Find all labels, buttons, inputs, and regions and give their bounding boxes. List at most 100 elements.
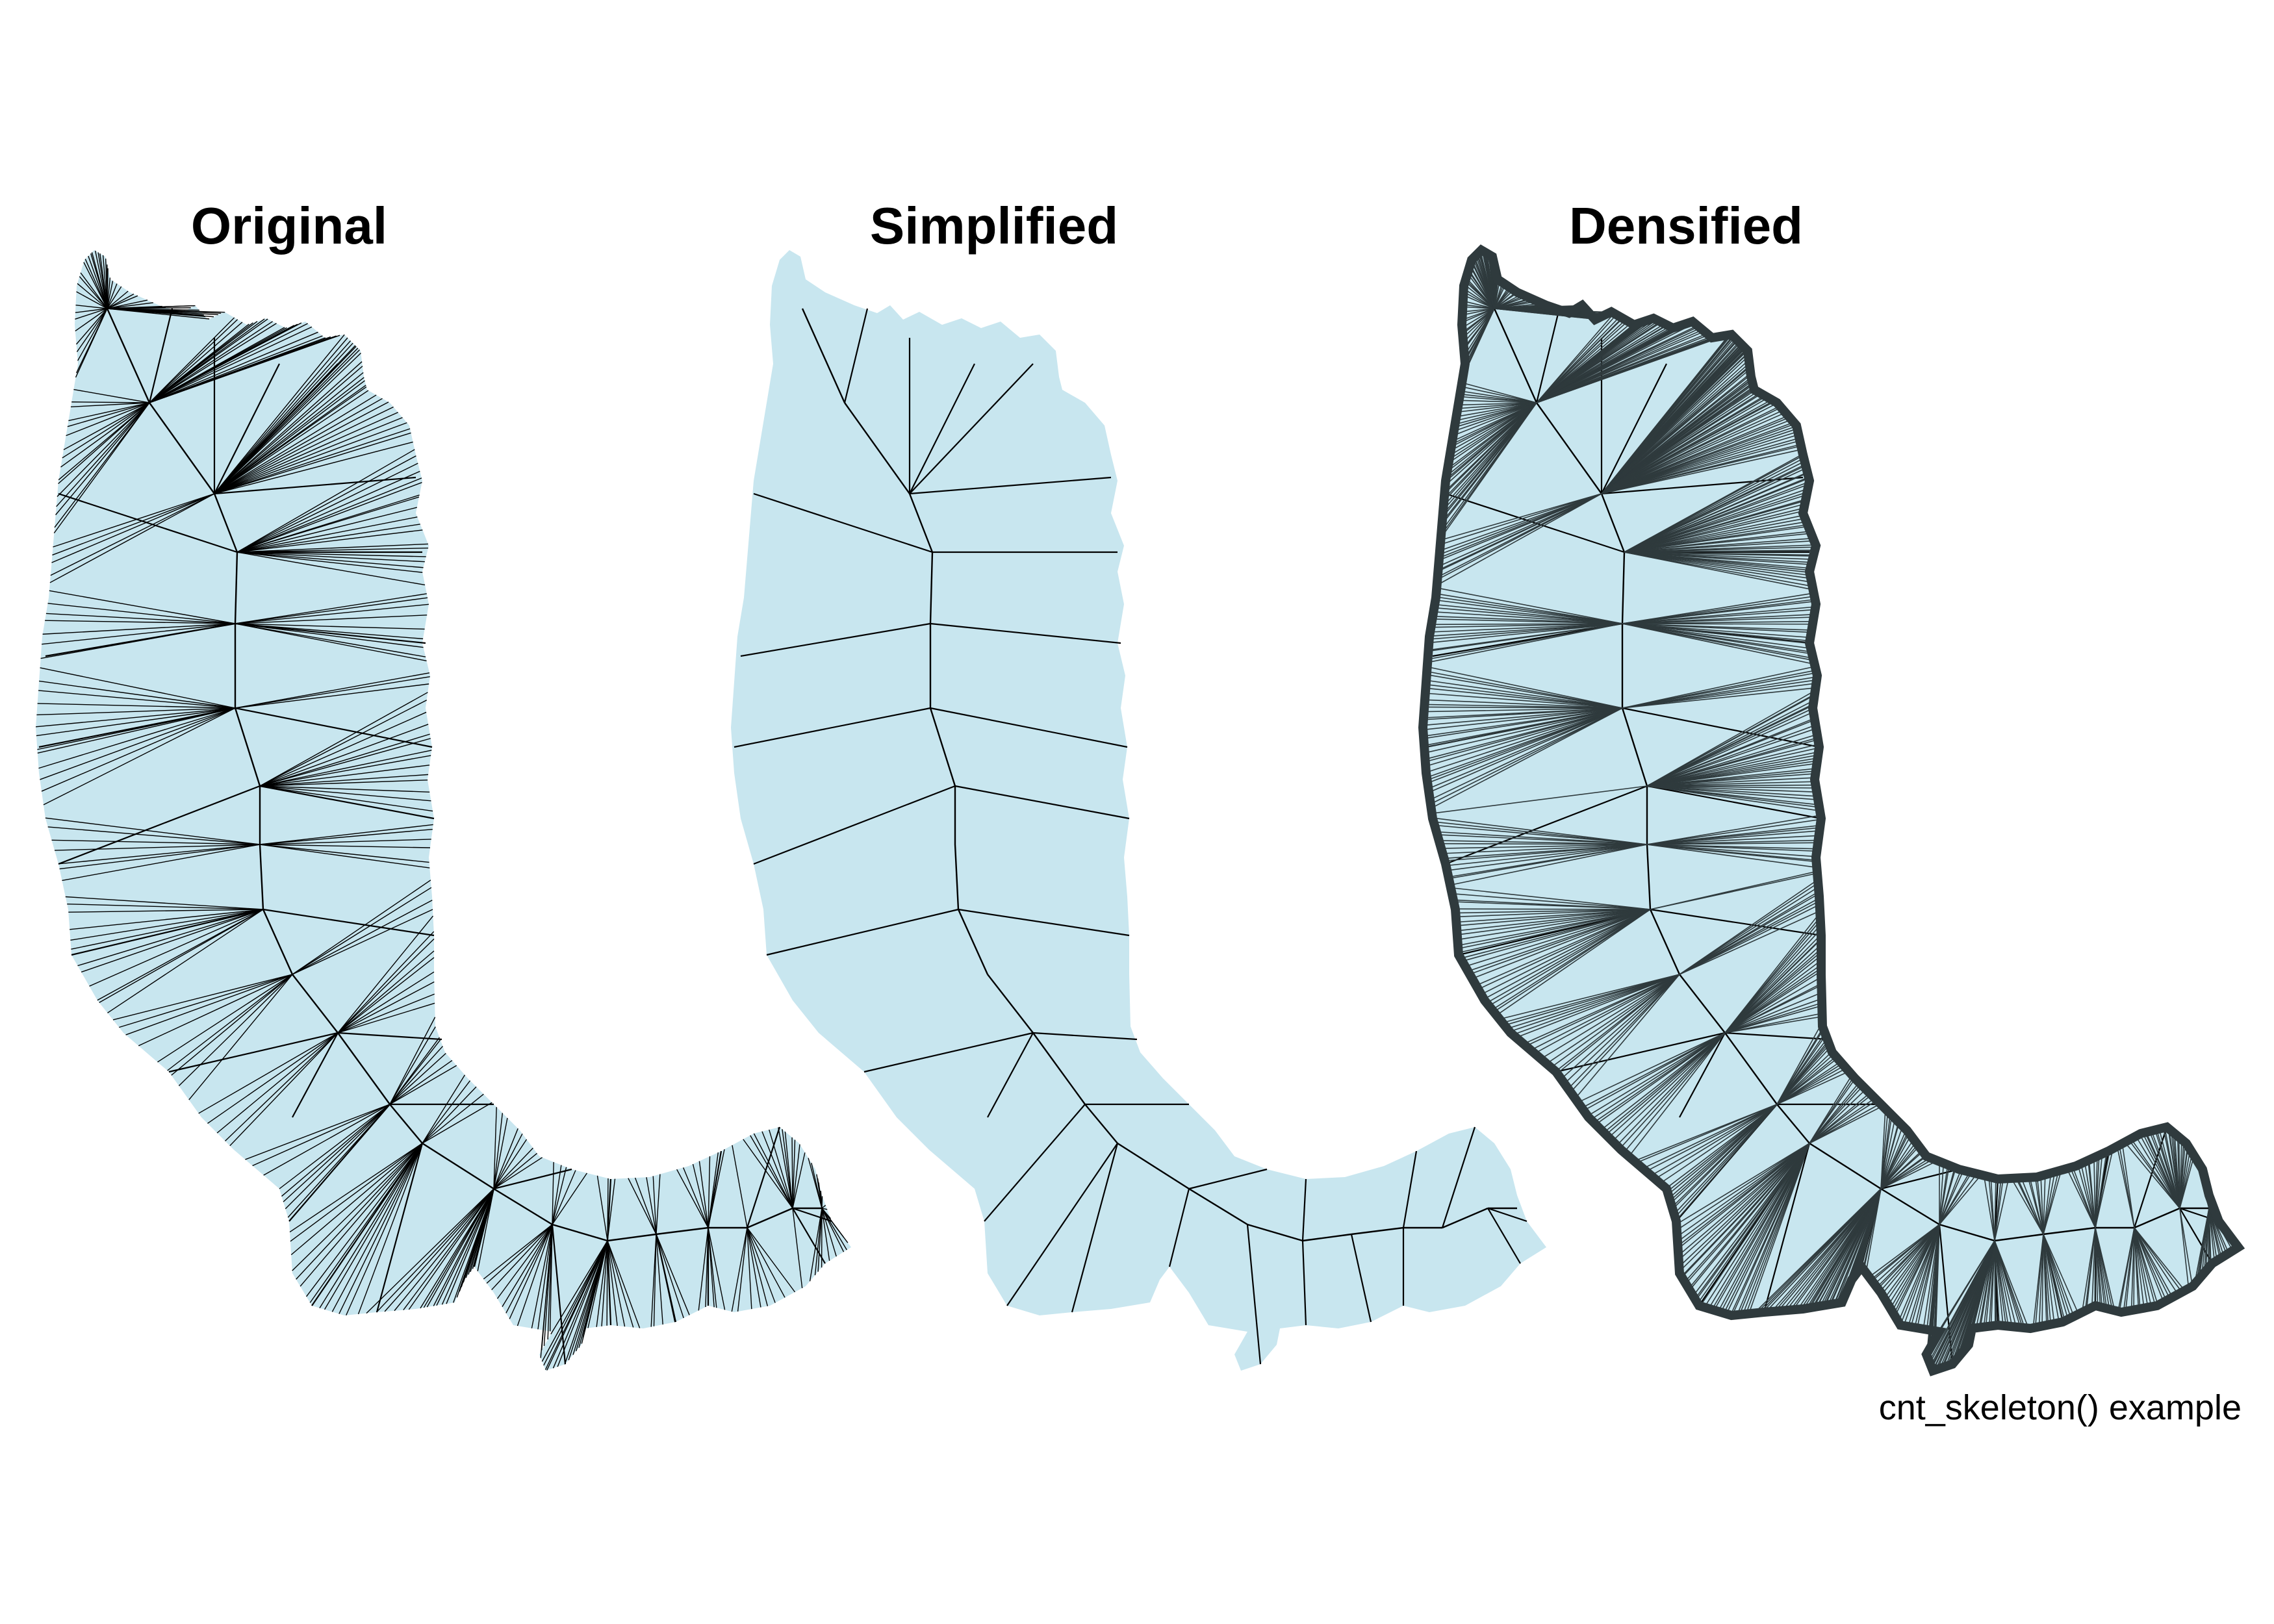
skeleton-fan-line [1612,1032,1726,1142]
skeleton-fan-line [1677,1143,1810,1243]
skeleton-fan-line [1668,1104,1778,1199]
skeleton-fan-line [45,613,236,624]
skeleton-spine-segment [422,1142,494,1190]
skeleton-fan-line [188,974,293,1100]
skeleton-spine-segment [747,1207,793,1229]
skeleton-fan-line [564,1240,608,1365]
skeleton-fan-line [107,305,196,309]
skeleton-branch [2133,1126,2168,1228]
skeleton-fan-line [376,1188,494,1313]
skeleton-spine-segment [1809,1142,1882,1190]
skeleton-fan-line [1646,844,1817,852]
skeleton-branch [909,363,975,494]
skeleton-spine-segment [1536,402,1602,494]
skeleton-fan-line [1462,308,1495,312]
skeleton-fan-line [552,1170,576,1225]
panel-original: Original [36,197,851,1371]
skeleton-fan-line [214,377,364,494]
skeleton-fan-line [39,680,236,709]
skeleton-fan-line [821,1208,847,1250]
skeleton-fan-line [1646,773,1816,787]
skeleton-fan-line [1601,445,1802,494]
skeleton-fan-line [1447,402,1537,470]
skeleton-fan-line [1622,623,1811,639]
skeleton-fan-line [37,707,236,754]
skeleton-fan-line [290,1143,423,1256]
skeleton-fan-line [62,844,261,882]
figure-caption: cnt_skeleton() example [1879,1388,2242,1427]
skeleton-fan-line [1646,747,1820,787]
skeleton-fan-line [1646,785,1820,811]
skeleton-fan-line [279,1104,390,1189]
skeleton-fan-line [1457,909,1651,946]
skeleton-fan-line [1456,909,1651,923]
skeleton-spine-segment [987,974,1034,1034]
skeleton-branch [753,785,956,865]
skeleton-spine-segment [1493,308,1538,403]
skeleton-fan-line [47,603,236,624]
skeleton-fan-line [550,1240,608,1335]
skeleton-fan-line [453,1188,494,1303]
skeleton-fan-line [1460,909,1651,959]
skeleton-fan-line [1440,493,1602,546]
skeleton-fan-line [1782,1188,1882,1312]
skeleton-fan-line [70,402,150,407]
skeleton-fan-line [1426,674,1623,709]
skeleton-fan-line [259,774,429,787]
skeleton-fan-line [1678,1143,1810,1256]
skeleton-fan-line [235,603,429,624]
skeleton-fan-line [1724,971,1822,1034]
skeleton-fan-line [821,1208,828,1210]
skeleton-fan-line [1507,974,1680,1030]
skeleton-fan-line [1928,1240,1995,1362]
skeleton-fan-line [2080,1163,2096,1228]
skeleton-fan-line [1425,707,1623,760]
skeleton-fan-line [1423,707,1623,726]
skeleton-fan-line [2066,1168,2096,1228]
skeleton-fan-line [214,361,363,494]
skeleton-fan-line [236,482,422,553]
skeleton-fan-line [1776,1022,1823,1105]
skeleton-fan-line [607,1240,626,1327]
skeleton-fan-line [1464,308,1495,356]
skeleton-fan-line [1455,402,1537,425]
skeleton-fan-line [2124,1141,2180,1209]
skeleton-fan-line [1455,909,1651,914]
skeleton-fan-line [68,402,150,422]
skeleton-fan-line [60,402,150,468]
skeleton-fan-line [107,909,264,1013]
skeleton-fan-line [337,938,435,1034]
skeleton-fan-line [747,1227,752,1310]
skeleton-fan-line [1880,1158,1934,1189]
skeleton-fan-line [1809,1085,1863,1144]
skeleton-spine-segment [844,402,910,494]
skeleton-branch [1188,1168,1268,1190]
skeleton-fan-line [236,547,429,553]
skeleton-fan-line [2040,1176,2044,1235]
skeleton-fan-line [1458,909,1651,950]
skeleton-fan-line [2134,1227,2186,1291]
skeleton-fan-line [389,1052,446,1105]
skeleton-fan-line [2119,1145,2135,1228]
skeleton-fan-line [1809,1103,1881,1144]
skeleton-fan-line [324,1143,423,1310]
skeleton-fan-line [422,1080,471,1144]
skeleton-fan-line [389,1017,436,1105]
skeleton-fan-line [1797,1188,1882,1310]
skeleton-fan-line [1898,1224,1940,1323]
skeleton-branch [843,308,869,403]
skeleton-fan-line [2134,1227,2182,1293]
skeleton-fan-line [1601,431,1798,494]
skeleton-fan-line [1874,1224,1940,1285]
skeleton-fan-line [422,1093,484,1144]
skeleton-fan-line [1880,1156,1927,1189]
skeleton-fan-line [792,1208,803,1288]
skeleton-fan-line [747,1227,786,1298]
skeleton-spine-segment [234,707,261,787]
skeleton-branch [376,1143,424,1313]
skeleton-fan-line [1671,1104,1778,1208]
skeleton-spine-segment [656,1226,709,1236]
skeleton-fan-line [58,844,261,865]
skeleton-branch [753,492,933,553]
skeleton-fan-line [1646,844,1817,869]
